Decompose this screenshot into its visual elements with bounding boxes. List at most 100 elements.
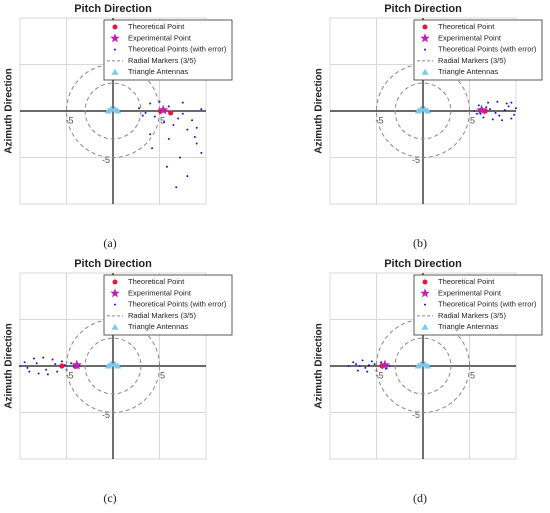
y-tick-label: -5 [102, 410, 110, 420]
error-point [355, 363, 358, 366]
error-point [424, 48, 426, 51]
caption: (d) [413, 491, 427, 505]
error-point [487, 101, 490, 104]
error-point [373, 363, 376, 366]
error-point [165, 165, 168, 168]
y-tick-label: -5 [412, 410, 420, 420]
error-point [181, 112, 184, 115]
error-point [195, 126, 198, 129]
x-tick-label: 5 [470, 370, 475, 380]
y-axis-label: Azimuth Direction [314, 323, 325, 409]
antenna [114, 107, 122, 114]
error-point [23, 361, 26, 364]
legend-label: Experimental Point [438, 33, 502, 42]
error-point [175, 186, 178, 189]
error-point [60, 360, 63, 363]
error-point [503, 109, 506, 112]
error-point [200, 151, 203, 154]
legend-label: Theoretical Points (with error) [128, 300, 227, 309]
antenna [421, 323, 429, 330]
error-point [356, 369, 359, 372]
legend-label: Theoretical Points (with error) [438, 300, 537, 309]
legend-label: Radial Markers (3/5) [438, 311, 506, 320]
error-point [70, 362, 73, 365]
error-point [144, 111, 147, 114]
error-point [482, 116, 485, 119]
error-point [200, 108, 203, 111]
legend-box [103, 274, 233, 336]
theoretical-point [112, 279, 118, 285]
chart-title: Pitch Direction [74, 3, 152, 15]
error-point [368, 364, 371, 367]
error-point [513, 113, 516, 116]
legend-label: Triangle Antennas [128, 322, 188, 331]
experimental-point [71, 359, 82, 370]
x-tick-label: -5 [65, 115, 73, 125]
experimental-point [420, 288, 430, 298]
error-point [138, 107, 141, 110]
error-point [163, 121, 166, 124]
experimental-point [476, 104, 487, 115]
legend-label: Theoretical Point [438, 22, 495, 31]
caption: (a) [103, 236, 116, 250]
x-tick-label: -5 [375, 115, 383, 125]
error-point [177, 117, 180, 120]
error-point [19, 365, 21, 367]
error-point [475, 112, 478, 115]
chart-title: Pitch Direction [384, 3, 462, 15]
antenna [424, 362, 432, 369]
y-axis-label: Azimuth Direction [4, 323, 15, 409]
error-point [114, 48, 116, 51]
legend-box [413, 19, 543, 81]
error-point [496, 100, 499, 103]
x-tick-label: 5 [160, 115, 165, 125]
antenna [114, 362, 122, 369]
experimental-point [379, 359, 391, 370]
antenna [111, 323, 119, 330]
error-point [515, 107, 517, 110]
legend-label: Radial Markers (3/5) [128, 311, 196, 320]
theoretical-point [422, 279, 428, 285]
error-point [45, 368, 48, 371]
error-point [347, 365, 350, 367]
error-point [149, 102, 152, 105]
error-point [26, 366, 29, 369]
error-point [366, 370, 369, 373]
error-point [181, 101, 184, 104]
error-point [51, 358, 54, 361]
error-point [54, 363, 57, 366]
error-point [186, 175, 189, 178]
radial-marker [84, 337, 142, 395]
theoretical-point [168, 110, 174, 116]
error-point [178, 156, 181, 159]
legend-label: Theoretical Points (with error) [438, 45, 537, 54]
error-point [167, 105, 170, 108]
error-point [42, 356, 45, 359]
antenna [424, 107, 432, 114]
error-point [358, 365, 361, 367]
error-point [488, 108, 491, 111]
error-point [28, 370, 31, 373]
error-point [46, 373, 49, 376]
legend-box [103, 19, 233, 81]
error-point [498, 114, 501, 117]
error-point [186, 128, 189, 131]
error-point [473, 110, 476, 112]
error-point [352, 361, 355, 364]
caption: (b) [413, 236, 427, 250]
x-tick-label: 5 [470, 115, 475, 125]
error-point [193, 136, 196, 139]
y-axis-label: Azimuth Direction [4, 68, 15, 154]
error-point [172, 123, 175, 126]
error-point [114, 303, 116, 306]
radial-marker [394, 337, 452, 395]
legend-label: Theoretical Point [128, 22, 185, 31]
error-point [364, 366, 367, 369]
error-point [380, 361, 383, 364]
error-point [141, 114, 144, 117]
